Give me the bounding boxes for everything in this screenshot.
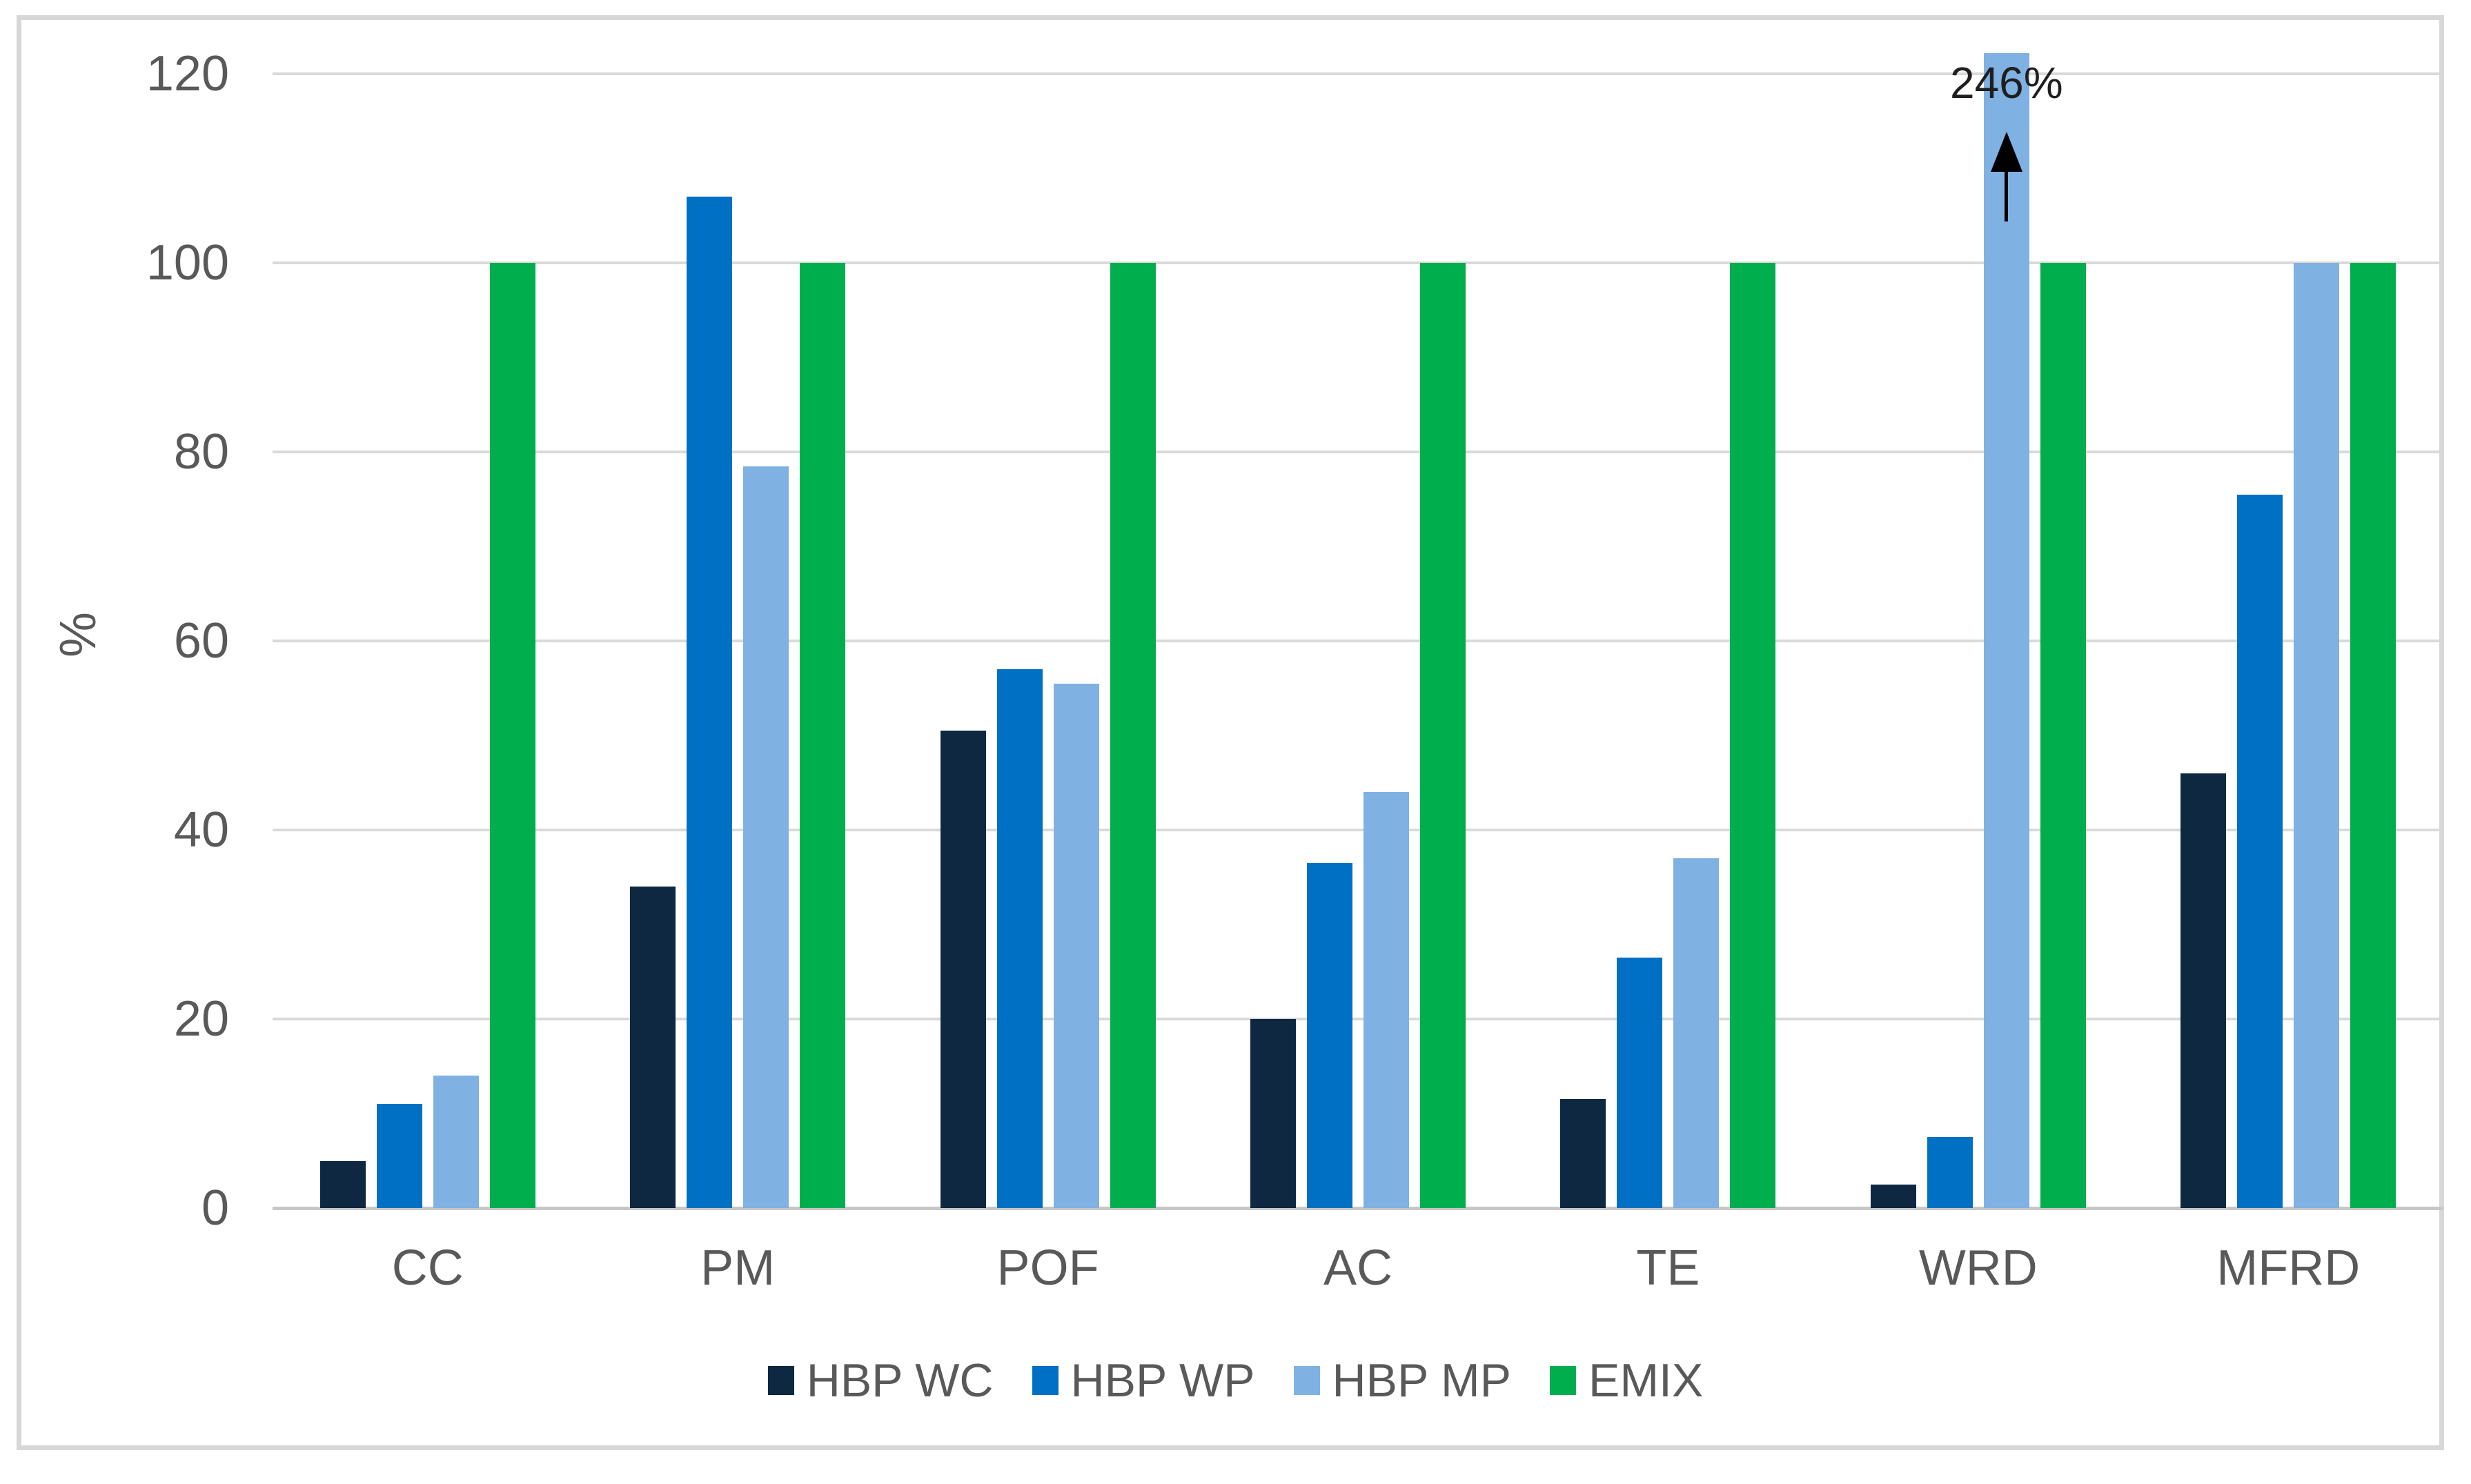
y-tick-label-80: 80 xyxy=(173,424,229,480)
legend-swatch-icon xyxy=(767,1366,794,1395)
legend-label: HBP WC xyxy=(806,1354,994,1407)
legend-swatch-icon xyxy=(1550,1366,1577,1395)
y-tick-label-60: 60 xyxy=(173,613,229,669)
bar-emix-pm xyxy=(800,263,846,1208)
legend-label: HBP MP xyxy=(1332,1354,1512,1407)
gridline-100 xyxy=(273,261,2443,265)
legend-item-emix: EMIX xyxy=(1550,1354,1703,1407)
bar-group-WRD: 246% xyxy=(1823,53,2133,1208)
bar-emix-cc xyxy=(489,263,535,1208)
bar-hbp-wc-cc xyxy=(319,1161,366,1208)
annotation-up-arrow-icon xyxy=(1984,132,2029,221)
bar-hbp-wc-mfrd xyxy=(2180,773,2227,1208)
gridline-80 xyxy=(273,451,2443,454)
y-tick-label-40: 40 xyxy=(173,802,229,858)
legend-swatch-icon xyxy=(1032,1366,1059,1395)
y-tick-label-0: 0 xyxy=(201,1180,229,1236)
bar-hbp-wc-wrd xyxy=(1870,1185,1916,1208)
x-category-label-ac: AC xyxy=(1323,1240,1392,1296)
bar-emix-mfrd xyxy=(2350,263,2396,1208)
x-category-label-cc: CC xyxy=(391,1240,464,1296)
bar-hbp-mp-te xyxy=(1673,858,1720,1208)
bar-hbp-wp-wrd xyxy=(1927,1137,1973,1208)
x-category-label-pm: PM xyxy=(700,1240,776,1296)
plot-area: 246% xyxy=(273,53,2443,1210)
y-tick-label-20: 20 xyxy=(173,991,229,1047)
gridline-20 xyxy=(273,1018,2443,1021)
legend: HBP WC HBP WP HBP MP EMIX xyxy=(0,1354,2471,1407)
annotation-value-label: 246% xyxy=(1949,58,2063,108)
x-category-label-mfrd: MFRD xyxy=(2216,1240,2361,1296)
bar-group-POF xyxy=(893,53,1203,1208)
bar-hbp-wp-cc xyxy=(376,1104,422,1208)
bar-hbp-mp-cc xyxy=(433,1076,479,1208)
x-category-label-pof: POF xyxy=(996,1240,1099,1296)
bar-hbp-mp-mfrd xyxy=(2294,263,2340,1208)
bar-hbp-wp-te xyxy=(1617,958,1663,1208)
y-tick-label-100: 100 xyxy=(146,235,229,291)
bar-hbp-wp-pm xyxy=(687,197,733,1208)
bar-hbp-mp-pof xyxy=(1053,684,1099,1208)
bar-emix-pof xyxy=(1110,263,1156,1208)
bar-hbp-wc-pof xyxy=(940,731,986,1208)
legend-item-hbp-mp: HBP MP xyxy=(1293,1354,1512,1407)
legend-item-hbp-wp: HBP WP xyxy=(1032,1354,1255,1407)
bar-hbp-mp-ac xyxy=(1363,792,1409,1208)
bar-emix-te xyxy=(1730,263,1776,1208)
bar-hbp-wp-mfrd xyxy=(2237,495,2283,1208)
gridline-60 xyxy=(273,640,2443,643)
x-axis-category-labels: CC PM POF AC TE WRD MFRD xyxy=(273,1240,2443,1296)
bar-group-PM xyxy=(582,53,892,1208)
x-axis-line xyxy=(273,1207,2443,1210)
bar-emix-ac xyxy=(1419,263,1466,1208)
legend-label: HBP WP xyxy=(1070,1354,1255,1407)
bar-hbp-wc-te xyxy=(1560,1099,1606,1208)
gridline-120 xyxy=(273,72,2443,76)
legend-item-hbp-wc: HBP WC xyxy=(767,1354,994,1407)
x-category-label-te: TE xyxy=(1636,1240,1700,1296)
bar-hbp-mp-wrd: 246% xyxy=(1950,53,2063,1208)
bar-emix-wrd xyxy=(2040,263,2086,1208)
bar-group-TE xyxy=(1513,53,1823,1208)
bar-hbp-wc-pm xyxy=(630,887,676,1208)
bar-hbp-wp-ac xyxy=(1306,863,1352,1208)
bar-group-AC xyxy=(1203,53,1513,1208)
gridline-40 xyxy=(273,829,2443,832)
bar-group-MFRD xyxy=(2134,53,2443,1208)
bar-groups: 246% xyxy=(273,53,2443,1208)
legend-label: EMIX xyxy=(1588,1354,1704,1407)
bar-hbp-wc-ac xyxy=(1250,1019,1296,1208)
chart-frame xyxy=(17,15,2444,1450)
x-category-label-wrd: WRD xyxy=(1918,1240,2038,1296)
bar-hbp-mp-pm xyxy=(743,466,789,1208)
bar-group-CC xyxy=(273,53,582,1208)
y-tick-label-120: 120 xyxy=(146,46,229,102)
legend-swatch-icon xyxy=(1293,1366,1320,1395)
bar-hbp-wp-pof xyxy=(996,669,1043,1208)
